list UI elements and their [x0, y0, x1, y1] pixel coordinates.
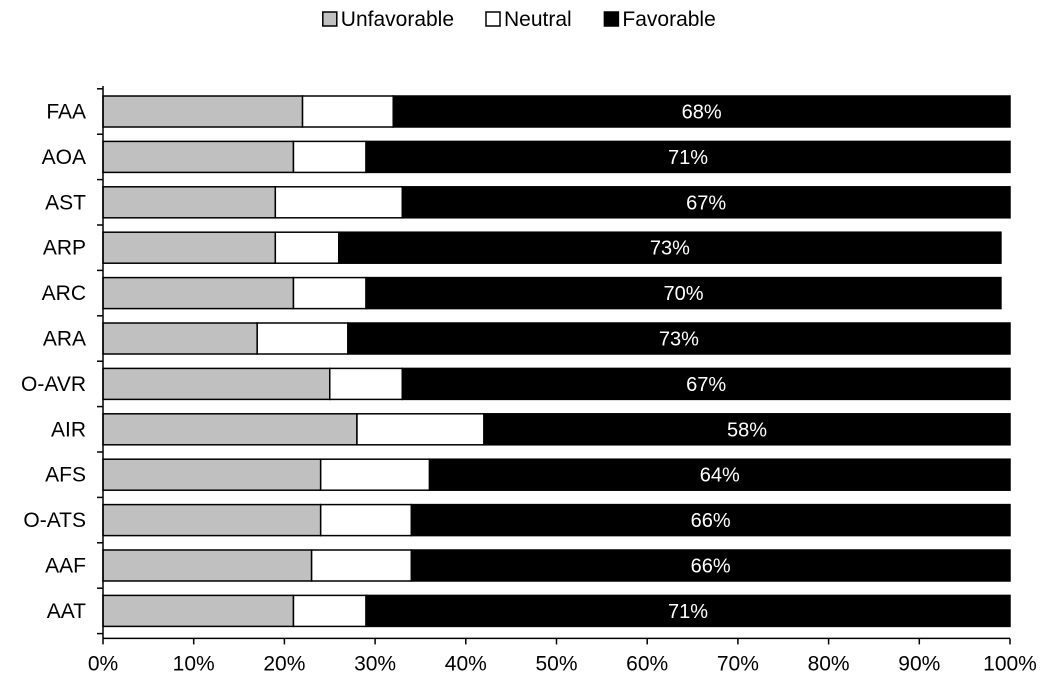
data-label-aaf: 66% [691, 556, 731, 578]
bar-favorable-afs [428, 458, 1011, 491]
bar-row-aaf: 66% AAF [45, 549, 1011, 582]
bar-favorable-o-avr [401, 367, 1011, 401]
x-tick-label: 0% [88, 652, 118, 675]
bar-neutral-o-avr [329, 367, 404, 401]
bar-favorable-aoa [365, 140, 1011, 174]
category-label-aaf: AAF [45, 555, 86, 578]
bar-unfavorable-arp [102, 231, 277, 264]
bar-neutral-arp [274, 231, 340, 264]
bar-row-arc: 70% ARC [42, 276, 1002, 310]
x-tick-label: 40% [445, 652, 487, 675]
x-tick-label: 80% [808, 652, 850, 675]
x-tick-label: 30% [354, 652, 396, 675]
data-label-o-ats: 66% [691, 510, 731, 532]
legend-swatch-favorable [603, 11, 620, 27]
bar-neutral-arc [292, 276, 367, 310]
data-label-ast: 67% [686, 192, 726, 214]
bar-row-aoa: 71% AOA [42, 140, 1011, 174]
bar-neutral-aoa [292, 140, 367, 174]
data-label-arp: 73% [650, 238, 690, 260]
axes-group: 0% 10% 20% 30% 40% 50% 60% 70% 80% 90% 100% [88, 86, 1037, 675]
data-label-afs: 64% [700, 465, 740, 487]
bar-neutral-afs [319, 458, 431, 491]
bar-unfavorable-arc [102, 276, 295, 310]
x-tick-label: 60% [626, 652, 668, 675]
bar-row-aat: 71% AAT [47, 594, 1011, 628]
bar-favorable-ara [347, 322, 1011, 355]
bar-neutral-ara [256, 322, 349, 355]
x-tick-label: 90% [898, 652, 940, 675]
category-label-aat: AAT [47, 600, 86, 623]
category-label-air: AIR [51, 418, 86, 441]
x-tick-label: 20% [263, 652, 305, 675]
bar-row-o-avr: 67% O-AVR [21, 367, 1011, 401]
data-label-arc: 70% [663, 283, 703, 305]
bar-favorable-aaf [410, 549, 1011, 582]
data-label-faa: 68% [682, 102, 722, 124]
bar-unfavorable-aaf [102, 549, 313, 582]
bar-favorable-ast [401, 186, 1011, 219]
data-label-o-avr: 67% [686, 374, 726, 396]
category-label-arp: ARP [43, 237, 86, 260]
bar-row-o-ats: 66% O-ATS [23, 503, 1011, 537]
legend-item-neutral: Neutral [485, 8, 572, 31]
legend-label-neutral: Neutral [504, 8, 572, 31]
bar-neutral-faa [301, 95, 394, 128]
category-label-o-avr: O-AVR [21, 373, 86, 396]
x-tick-label: 10% [173, 652, 215, 675]
bar-unfavorable-faa [102, 95, 304, 128]
bar-neutral-aat [292, 594, 367, 628]
data-label-ara: 73% [659, 329, 699, 351]
bar-row-arp: 73% ARP [43, 231, 1002, 264]
bar-neutral-air [356, 413, 485, 446]
x-tick-label: 70% [717, 652, 759, 675]
bar-row-ara: 73% ARA [43, 322, 1011, 355]
category-label-afs: AFS [45, 464, 86, 487]
bar-neutral-o-ats [319, 503, 413, 537]
bar-neutral-aaf [310, 549, 413, 582]
data-label-air: 58% [727, 419, 767, 441]
bar-row-faa: 68% FAA [46, 95, 1011, 128]
legend-label-favorable: Favorable [622, 8, 715, 31]
category-label-aoa: AOA [42, 146, 86, 169]
category-label-ast: AST [45, 191, 86, 214]
legend-swatch-unfavorable [322, 11, 338, 27]
legend-item-unfavorable: Unfavorable [322, 8, 454, 31]
bar-favorable-arp [338, 231, 1002, 264]
bar-favorable-air [483, 413, 1011, 446]
bar-row-air: 58% AIR [51, 413, 1011, 446]
legend: Unfavorable Neutral Favorable [322, 8, 716, 31]
legend-label-unfavorable: Unfavorable [341, 8, 454, 31]
data-label-aat: 71% [668, 601, 708, 623]
category-label-arc: ARC [42, 282, 86, 305]
bars-group: 68% FAA 71% AOA 67% AST 73% ARP 70% ARC 73% ARA 67% O… [21, 95, 1011, 628]
x-tick-label: 100% [983, 652, 1037, 675]
x-tick-label: 50% [535, 652, 577, 675]
bar-unfavorable-o-ats [102, 503, 322, 537]
category-label-faa: FAA [46, 101, 86, 124]
bar-favorable-arc [365, 276, 1002, 310]
bar-unfavorable-air [102, 413, 358, 446]
data-label-aoa: 71% [668, 147, 708, 169]
bar-unfavorable-aoa [102, 140, 295, 174]
bar-unfavorable-o-avr [102, 367, 331, 401]
bar-row-ast: 67% AST [45, 186, 1011, 219]
bar-unfavorable-aat [102, 594, 295, 628]
bar-neutral-ast [274, 186, 404, 219]
category-label-ara: ARA [43, 328, 86, 351]
bar-unfavorable-ast [102, 186, 277, 219]
legend-item-favorable: Favorable [603, 8, 716, 31]
bar-unfavorable-afs [102, 458, 322, 491]
bar-favorable-aat [365, 594, 1011, 628]
category-label-o-ats: O-ATS [23, 509, 86, 532]
legend-swatch-neutral [485, 11, 501, 27]
bar-unfavorable-ara [102, 322, 258, 355]
bar-favorable-o-ats [410, 503, 1011, 537]
bar-favorable-faa [392, 95, 1011, 128]
bar-row-afs: 64% AFS [45, 458, 1011, 491]
